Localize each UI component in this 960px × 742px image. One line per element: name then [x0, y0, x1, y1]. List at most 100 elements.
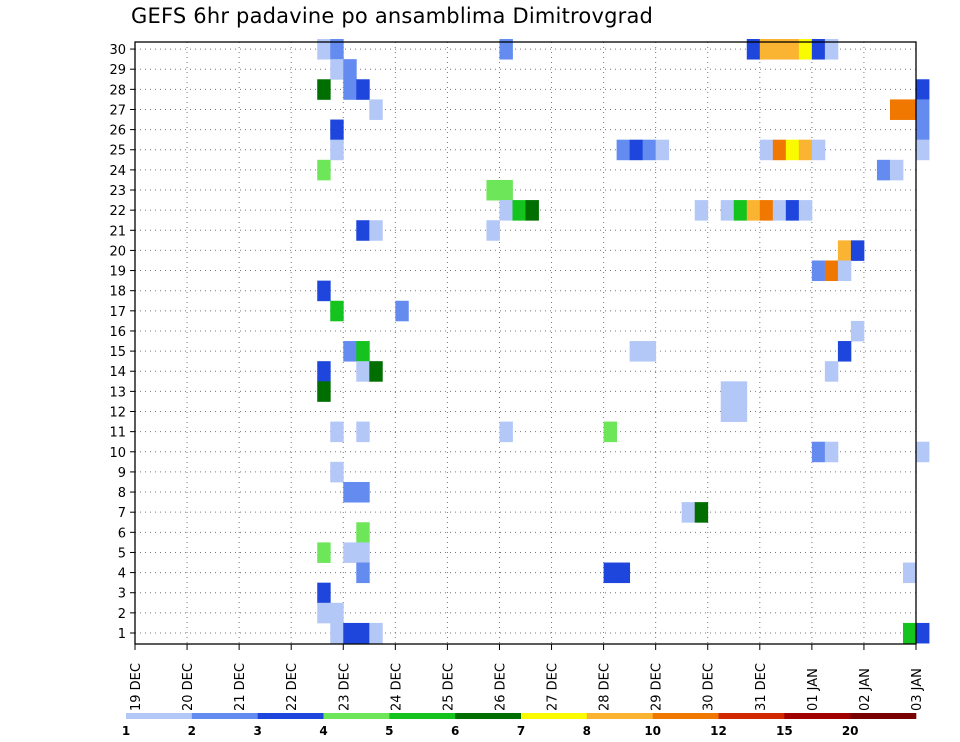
y-tick-label: 9	[118, 466, 126, 481]
heatmap-cell	[369, 99, 383, 120]
heatmap-cell	[369, 622, 383, 644]
colorbar-label: 12	[710, 724, 727, 738]
heatmap-cell	[694, 502, 709, 523]
heatmap-cell	[889, 99, 904, 120]
colorbar-segment	[257, 713, 324, 719]
x-tick-label: 29 DEC	[650, 663, 665, 711]
heatmap-cell	[655, 139, 670, 161]
x-tick-label: 27 DEC	[546, 663, 561, 711]
heatmap-cell	[343, 622, 357, 644]
heatmap-cell	[343, 79, 357, 100]
heatmap-cell	[916, 441, 930, 463]
y-tick-label: 29	[109, 63, 126, 78]
colorbar-segment	[455, 713, 522, 719]
heatmap-cell	[681, 502, 696, 523]
heatmap-cell	[499, 179, 513, 201]
heatmap-cell	[837, 240, 852, 261]
x-tick-label: 21 DEC	[233, 663, 248, 711]
colorbar-label: 5	[385, 724, 393, 738]
heatmap-cell	[356, 361, 370, 382]
colorbar-segment	[126, 713, 193, 719]
heatmap-cell	[356, 542, 370, 563]
heatmap-cell	[876, 159, 891, 181]
heatmap-cell	[369, 361, 383, 382]
heatmap-cell	[330, 421, 344, 443]
heatmap-cell	[785, 139, 800, 161]
heatmap-cell	[629, 341, 644, 362]
heatmap-cell	[916, 79, 930, 100]
heatmap-cell	[798, 200, 813, 221]
heatmap-cell	[330, 461, 344, 483]
heatmap-cell	[616, 562, 631, 584]
colorbar-segment	[586, 713, 653, 719]
colorbar-segment	[521, 713, 588, 719]
colorbar-label: 4	[319, 724, 327, 738]
chart-title: GEFS 6hr padavine po ansamblima Dimitrov…	[131, 4, 654, 28]
y-tick-label: 26	[109, 124, 126, 139]
colorbar-segment	[784, 713, 851, 719]
heatmap-cell	[824, 260, 839, 282]
heatmap-cell	[330, 59, 344, 80]
heatmap-cell	[889, 159, 904, 181]
heatmap-cell	[850, 240, 865, 261]
heatmap-cell	[798, 39, 813, 60]
y-tick-label: 17	[109, 305, 126, 320]
y-tick-label: 13	[109, 385, 126, 400]
heatmap-cell	[356, 481, 370, 503]
heatmap-cell	[720, 200, 735, 221]
heatmap-cell	[356, 522, 370, 543]
colorbar-segment	[191, 713, 258, 719]
heatmap-cell	[902, 99, 917, 120]
heatmap-cell	[824, 361, 839, 382]
heatmap-cell	[356, 562, 370, 584]
y-tick-label: 6	[118, 526, 126, 541]
heatmap-cell	[759, 39, 774, 60]
heatmap-cell	[916, 622, 930, 644]
x-tick-label: 31 DEC	[754, 663, 769, 711]
heatmap-cell	[759, 200, 774, 221]
heatmap-cell	[746, 200, 761, 221]
y-tick-label: 14	[109, 365, 126, 380]
heatmap-cell	[330, 300, 344, 322]
x-tick-label: 28 DEC	[598, 663, 613, 711]
heatmap-cell	[916, 119, 930, 141]
heatmap-cell	[395, 300, 409, 322]
heatmap-cell	[916, 139, 930, 161]
heatmap-cell	[356, 622, 370, 644]
y-tick-label: 20	[109, 244, 126, 259]
y-tick-label: 2	[118, 607, 126, 622]
y-tick-label: 15	[109, 345, 126, 360]
y-tick-label: 8	[118, 486, 126, 501]
heatmap-cell	[317, 79, 331, 100]
heatmap-cell	[733, 381, 748, 402]
heatmap-cell	[330, 139, 344, 161]
y-tick-label: 18	[109, 285, 126, 300]
heatmap-cell	[486, 179, 500, 201]
heatmap-cell	[850, 320, 865, 342]
y-tick-label: 22	[109, 204, 126, 219]
heatmap-cell	[317, 602, 331, 624]
heatmap-cell	[343, 59, 357, 80]
heatmap-cell	[356, 79, 370, 100]
heatmap-cell	[811, 441, 826, 463]
x-tick-label: 22 DEC	[285, 663, 300, 711]
x-tick-label: 30 DEC	[702, 663, 717, 711]
heatmap-cell	[330, 602, 344, 624]
colorbar-label: 7	[517, 724, 525, 738]
heatmap-cell	[837, 341, 852, 362]
y-tick-label: 28	[109, 83, 126, 98]
heatmap-cell	[499, 39, 513, 60]
heatmap-cell	[772, 200, 787, 221]
heatmap-cell	[330, 622, 344, 644]
heatmap-cell	[811, 139, 826, 161]
y-tick-label: 11	[109, 426, 126, 441]
heatmap-cell	[317, 159, 331, 181]
heatmap-cell	[512, 200, 526, 221]
x-tick-label: 02 JAN	[858, 668, 873, 711]
colorbar-label: 20	[842, 724, 859, 738]
colorbar-label: 1	[122, 724, 130, 738]
heatmap-cell	[616, 139, 631, 161]
heatmap-cell	[733, 401, 748, 422]
x-tick-label: 03 JAN	[910, 668, 925, 711]
colorbar-label: 2	[188, 724, 196, 738]
